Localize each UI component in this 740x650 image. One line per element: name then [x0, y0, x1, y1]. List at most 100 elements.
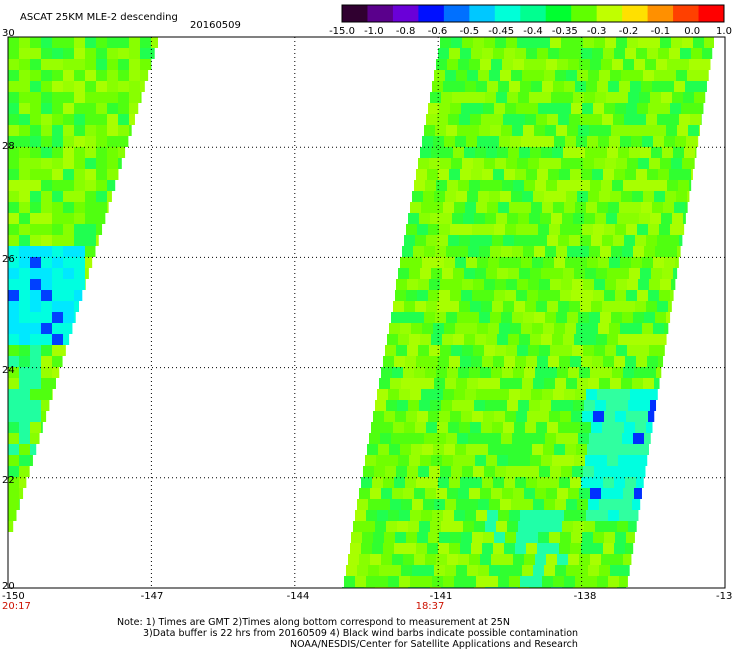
swath-cell — [592, 169, 603, 180]
swath-cell — [41, 290, 52, 301]
swath-cell — [464, 334, 475, 345]
swath-cell — [517, 158, 528, 169]
swath-cell — [417, 411, 428, 422]
swath-cell — [476, 202, 487, 213]
swath-cell — [575, 576, 586, 587]
swath-cell — [342, 587, 353, 588]
swath-cell — [548, 169, 559, 180]
swath-cell — [619, 510, 630, 521]
swath-cell — [30, 433, 40, 444]
swath-cell — [545, 246, 556, 257]
swath-cell — [674, 81, 685, 92]
swath-cell — [571, 290, 582, 301]
swath-cell — [461, 103, 472, 114]
swath-cell — [646, 235, 657, 246]
swath-cell — [511, 499, 522, 510]
swath-cell — [19, 103, 30, 114]
swath-cell — [537, 477, 548, 488]
swath-cell — [544, 191, 555, 202]
swath-cell — [399, 576, 410, 587]
swath-cell — [433, 323, 444, 334]
swath-cell — [646, 422, 653, 433]
swath-cell — [505, 103, 516, 114]
swath-cell — [525, 235, 536, 246]
swath-cell — [63, 103, 74, 114]
swath-cell — [526, 169, 537, 180]
colorbar — [341, 4, 725, 23]
swath-cell — [602, 301, 613, 312]
swath-cell — [515, 477, 526, 488]
swath-cell — [449, 169, 460, 180]
swath-cell — [8, 455, 19, 466]
swath-cell — [628, 400, 639, 411]
swath-cell — [641, 81, 652, 92]
swath-cell — [428, 411, 439, 422]
swath-cell — [616, 37, 627, 48]
swath-cell — [438, 543, 449, 554]
swath-cell — [465, 576, 476, 587]
swath-cell — [422, 136, 433, 147]
swath-cell — [482, 477, 493, 488]
swath-cell — [605, 158, 616, 169]
swath-cell — [594, 466, 605, 477]
swath-cell — [477, 136, 488, 147]
swath-cell — [569, 422, 580, 433]
swath-cell — [500, 565, 511, 576]
swath-cell — [443, 202, 454, 213]
swath-cell — [538, 532, 549, 543]
swath-cell — [428, 224, 439, 235]
swath-cell — [52, 59, 63, 70]
swath-cell — [527, 532, 538, 543]
swath-cell — [30, 103, 41, 114]
swath-cell — [526, 477, 537, 488]
swath-cell — [610, 499, 621, 510]
swath-cell — [618, 268, 629, 279]
swath-cell — [450, 103, 461, 114]
swath-cell — [535, 367, 546, 378]
swath-cell — [516, 224, 527, 235]
swath-cell — [8, 37, 19, 48]
swath-cell — [542, 81, 553, 92]
swath-cell — [474, 587, 485, 588]
swath-cell — [74, 114, 85, 125]
swath-cell — [578, 312, 589, 323]
swath-cell — [431, 334, 442, 345]
swath-cell — [19, 180, 30, 191]
swath-cell — [533, 565, 544, 576]
swath-cell — [445, 70, 456, 81]
swath-cell — [558, 235, 569, 246]
swath-cell — [85, 114, 96, 125]
swath-cell — [460, 48, 471, 59]
swath-cell — [30, 169, 41, 180]
swath-cell — [30, 213, 41, 224]
swath-cell — [507, 213, 518, 224]
swath-cell — [640, 334, 651, 345]
swath-cell — [593, 411, 604, 422]
swath-cell — [74, 246, 85, 257]
swath-cell — [570, 356, 581, 367]
swath-cell — [513, 367, 524, 378]
swath-cell — [462, 158, 473, 169]
swath-cell — [30, 301, 41, 312]
swath-cell — [107, 191, 112, 202]
swath-cell — [535, 554, 546, 565]
swath-cell — [19, 312, 30, 323]
swath-cell — [52, 345, 63, 356]
swath-cell — [96, 59, 107, 70]
swath-cell — [495, 279, 506, 290]
swath-cell — [587, 444, 598, 455]
swath-cell — [499, 444, 510, 455]
swath-cell — [397, 400, 408, 411]
swath-cell — [494, 224, 505, 235]
swath-cell — [601, 59, 612, 70]
swath-cell — [129, 37, 140, 48]
swath-cell — [85, 180, 96, 191]
swath-cell — [568, 488, 579, 499]
swath-cell — [403, 554, 414, 565]
swath-cell — [543, 257, 554, 268]
swath-cell — [379, 565, 390, 576]
swath-cell — [424, 246, 435, 257]
swath-cell — [52, 147, 63, 158]
swath-cell — [527, 103, 538, 114]
swath-cell — [63, 169, 74, 180]
